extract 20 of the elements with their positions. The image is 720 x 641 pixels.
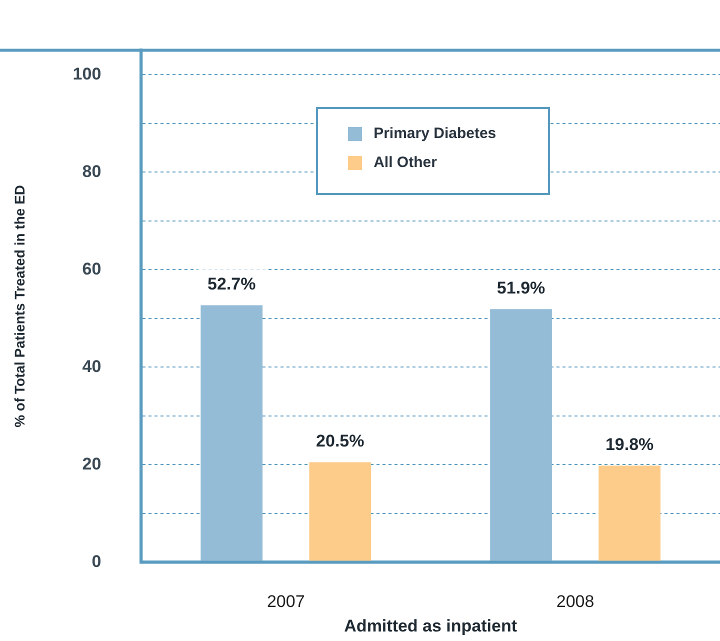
y-axis-title: % of Total Patients Treated in the ED [11, 184, 28, 428]
y-tick-label: 0 [92, 552, 102, 571]
data-label: 20.5% [316, 431, 364, 450]
y-tick-label: 60 [82, 259, 102, 278]
bar [598, 466, 660, 562]
data-label: 19.8% [605, 434, 654, 454]
x-tick-label: 2008 [556, 592, 594, 612]
x-axis-title: Admitted as inpatient [344, 616, 518, 636]
y-tick-label: 100 [72, 64, 102, 84]
data-label: 51.9% [496, 278, 546, 298]
legend-label: Primary Diabetes [374, 125, 496, 142]
y-tick-label: 40 [82, 356, 102, 376]
bar [309, 462, 372, 562]
bar [200, 305, 263, 562]
data-label: 52.7% [208, 274, 256, 294]
x-tick-label: 2007 [266, 592, 305, 612]
y-tick-label: 20 [82, 454, 102, 474]
legend-label: All Other [374, 154, 437, 172]
bar [490, 309, 552, 562]
y-tick-label: 80 [82, 162, 102, 181]
